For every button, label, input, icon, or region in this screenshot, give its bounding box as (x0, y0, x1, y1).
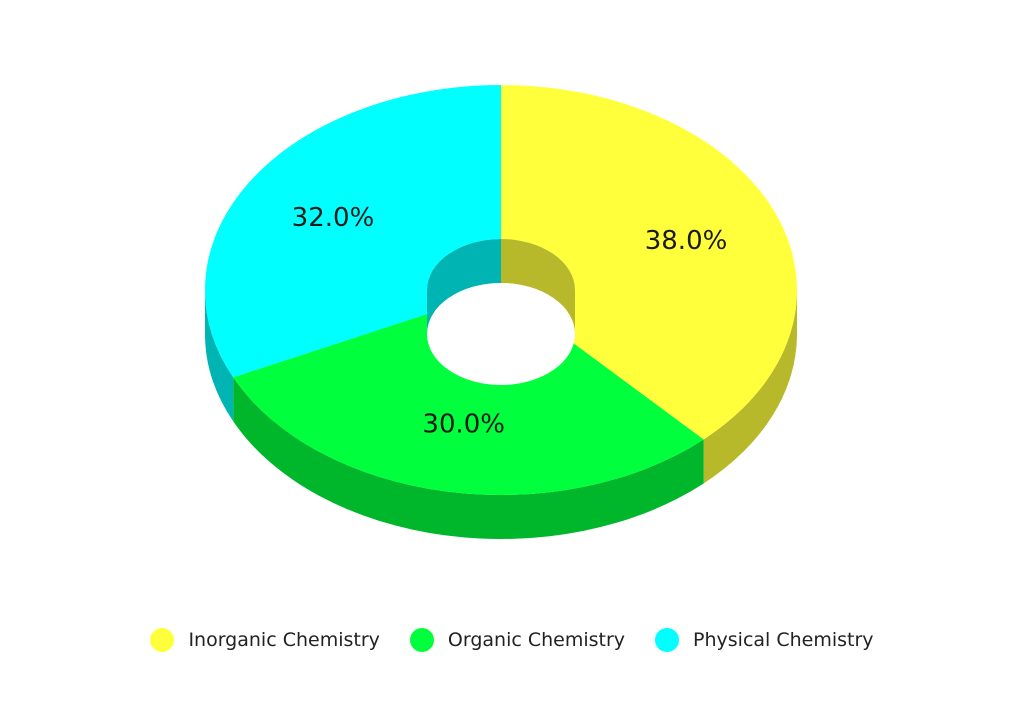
slice-organic-chemistry[interactable] (233, 311, 704, 495)
outer-side-organic-chemistry (233, 377, 704, 539)
data-labels: 38.0% 30.0% 32.0% (292, 203, 728, 439)
inner-wall-physical-chemistry (427, 239, 501, 334)
legend-item-organic-chemistry[interactable]: Organic Chemistry (409, 628, 626, 652)
legend-label: Inorganic Chemistry (188, 629, 380, 651)
legend-item-physical-chemistry[interactable]: Physical Chemistry (655, 628, 874, 652)
legend-item-inorganic-chemistry[interactable]: Inorganic Chemistry (150, 628, 380, 652)
data-label-physical-chemistry: 32.0% (292, 203, 375, 233)
outer-side-physical-chemistry (205, 290, 234, 422)
legend-label: Organic Chemistry (447, 629, 626, 651)
data-label-organic-chemistry: 30.0% (422, 410, 505, 440)
legend-swatch-icon (409, 628, 434, 652)
legend-swatch-icon (150, 628, 175, 652)
legend-swatch-icon (655, 628, 680, 652)
inner-hole-walls (427, 239, 575, 334)
outer-side-inorganic-chemistry (703, 290, 797, 484)
chart-legend: Inorganic Chemistry Organic Chemistry Phys… (0, 622, 1024, 658)
data-label-inorganic-chemistry: 38.0% (645, 226, 728, 256)
donut-hole (427, 283, 575, 385)
legend-label: Physical Chemistry (693, 629, 874, 651)
inner-wall-inorganic-chemistry (501, 239, 575, 334)
outer-side-walls (205, 290, 797, 539)
slice-inorganic-chemistry[interactable] (501, 85, 797, 440)
